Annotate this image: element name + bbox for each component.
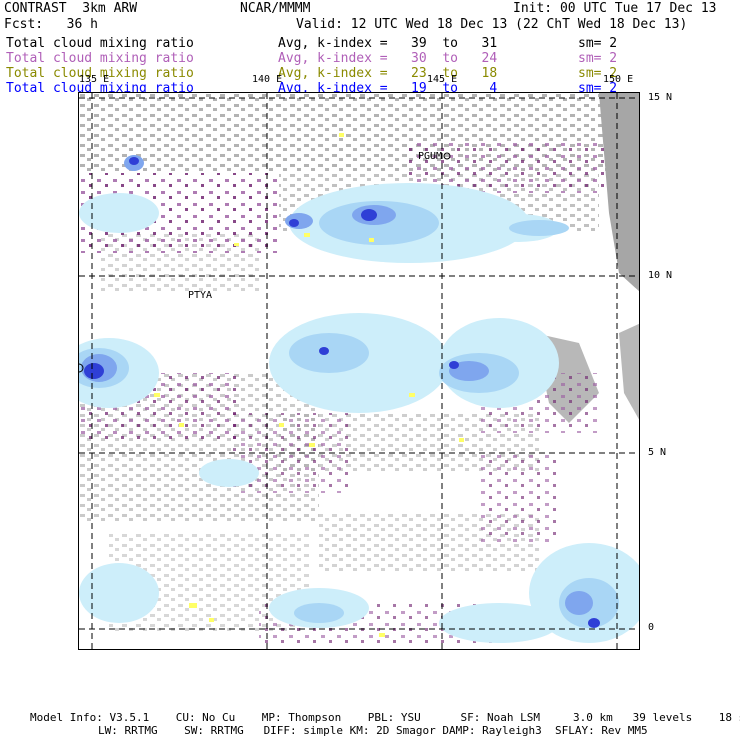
legend-field-2: Total cloud mixing ratio bbox=[6, 51, 194, 66]
lat-label-15n: 15 N bbox=[648, 92, 673, 103]
lon-label-135e: 135 E bbox=[79, 74, 110, 85]
legend-field-3: Total cloud mixing ratio bbox=[6, 66, 194, 81]
cloud-field bbox=[79, 93, 639, 649]
lat-label-5n: 5 N bbox=[648, 447, 667, 458]
lat-label-0: 0 bbox=[648, 622, 655, 633]
model-info-line-2: LW: RRTMG SW: RRTMG DIFF: simple KM: 2D … bbox=[98, 724, 648, 737]
legend-sm-3: sm= 2 bbox=[578, 66, 618, 81]
lon-label-140e: 140 E bbox=[252, 74, 283, 85]
init-time: Init: 00 UTC Tue 17 Dec 13 bbox=[513, 1, 717, 16]
dark-blue-cloud-cores bbox=[81, 155, 600, 628]
chart-title: CONTRAST 3km ARW bbox=[4, 1, 138, 16]
legend-sm-1: sm= 2 bbox=[578, 36, 618, 51]
model-info-line-1: Model Info: V3.5.1 CU: No Cu MP: Thompso… bbox=[30, 711, 740, 724]
forecast-hour: Fcst: 36 h bbox=[4, 17, 98, 32]
station-label-ptya: PTYA bbox=[188, 290, 213, 301]
guam-island-marker bbox=[443, 152, 451, 160]
model-center: NCAR/MMMM bbox=[240, 1, 311, 16]
legend-field-1: Total cloud mixing ratio bbox=[6, 36, 194, 51]
legend-range-3: Avg, k-index = 23 to 18 bbox=[278, 66, 498, 81]
station-label-pgum: PGUM bbox=[418, 151, 443, 162]
legend-range-1: Avg, k-index = 39 to 31 bbox=[278, 36, 498, 51]
map-panel bbox=[78, 92, 640, 650]
yellow-cloud-flecks bbox=[154, 133, 464, 637]
legend-range-2: Avg, k-index = 30 to 24 bbox=[278, 51, 498, 66]
lon-label-150e: 150 E bbox=[603, 74, 634, 85]
legend-sm-2: sm= 2 bbox=[578, 51, 618, 66]
palau-island-marker bbox=[79, 363, 84, 373]
valid-time: Valid: 12 UTC Wed 18 Dec 13 (22 ChT Wed … bbox=[296, 17, 688, 32]
lat-label-10n: 10 N bbox=[648, 270, 673, 281]
lon-label-145e: 145 E bbox=[427, 74, 458, 85]
lat-lon-grid bbox=[79, 93, 639, 649]
